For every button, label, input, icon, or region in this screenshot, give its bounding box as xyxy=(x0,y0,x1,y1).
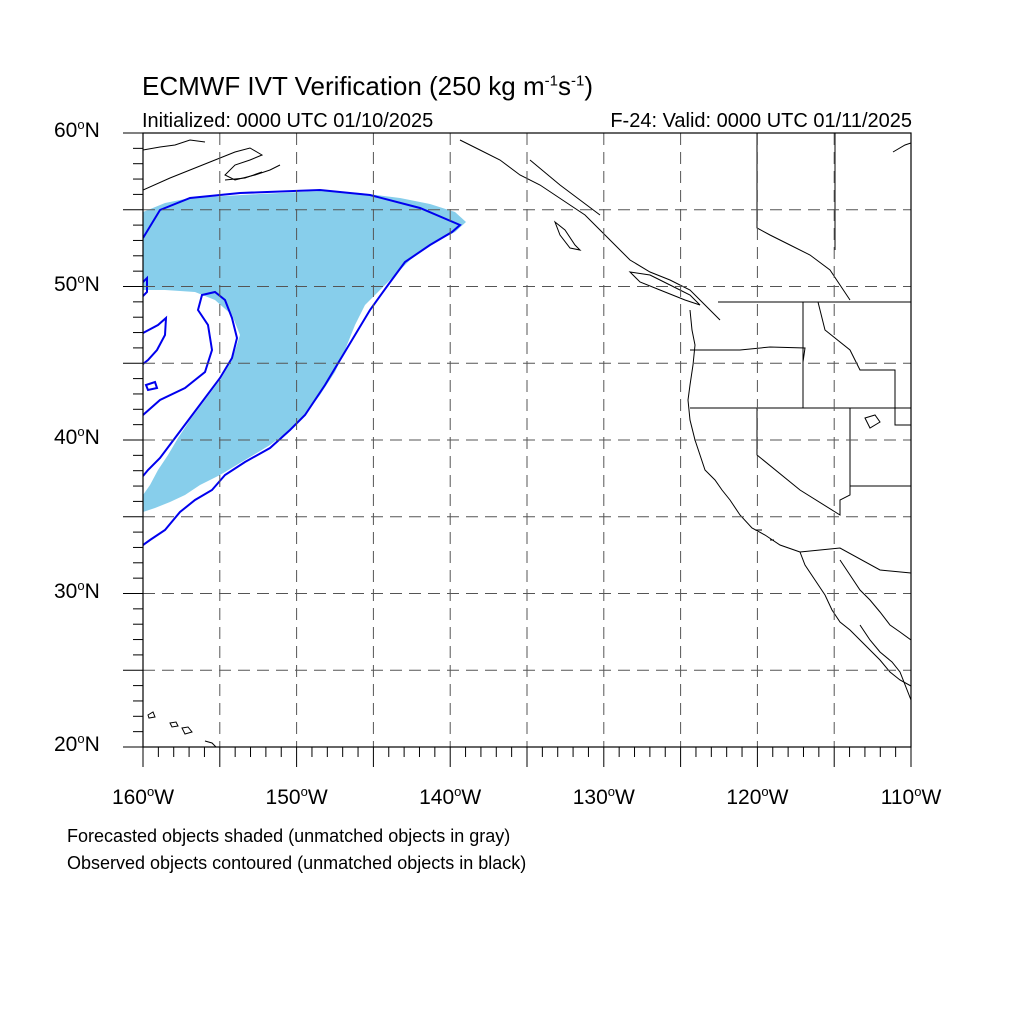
caption-observed: Observed objects contoured (unmatched ob… xyxy=(67,853,527,873)
lon-label-110: 110oW xyxy=(880,784,942,809)
lon-label-160: 160oW xyxy=(111,784,175,809)
title-exp1: -1 xyxy=(544,72,558,90)
forecast-gap xyxy=(143,318,178,395)
axis-ticks xyxy=(123,132,912,767)
lat-label-60: 60oN xyxy=(54,117,100,142)
valid-time: F-24: Valid: 0000 UTC 01/11/2025 xyxy=(610,110,912,132)
map-title: ECMWF IVT Verification (250 kg m-1s-1) xyxy=(142,71,593,102)
forecast-ivt-object xyxy=(143,191,466,512)
observed-ivt-contour-small xyxy=(144,380,159,392)
lon-label-120: 120oW xyxy=(726,784,789,809)
lon-label-150: 150oW xyxy=(265,784,328,809)
observed-ivt-contour-outer xyxy=(143,188,462,546)
title-mid: s xyxy=(557,71,571,101)
caption-forecast: Forecasted objects shaded (unmatched obj… xyxy=(67,826,511,846)
initialized-time: Initialized: 0000 UTC 01/10/2025 xyxy=(142,110,434,132)
title-close: ) xyxy=(584,71,593,101)
coastlines xyxy=(143,133,911,747)
observed-ivt-contour-loop xyxy=(143,315,168,365)
title-main: ECMWF IVT Verification (250 kg m xyxy=(142,71,545,101)
lat-label-30: 30oN xyxy=(54,577,100,603)
graticule xyxy=(143,133,911,747)
lat-label-20: 20oN xyxy=(54,731,100,756)
lat-label-50: 50oN xyxy=(54,270,100,296)
observed-ivt-contour-west xyxy=(143,275,148,297)
lat-label-40: 40oN xyxy=(54,424,100,449)
title-exp2: -1 xyxy=(570,72,585,90)
lon-label-130: 130oW xyxy=(572,784,635,809)
lon-label-140: 140oW xyxy=(419,784,482,809)
observed-ivt-contour-inner xyxy=(143,290,239,477)
